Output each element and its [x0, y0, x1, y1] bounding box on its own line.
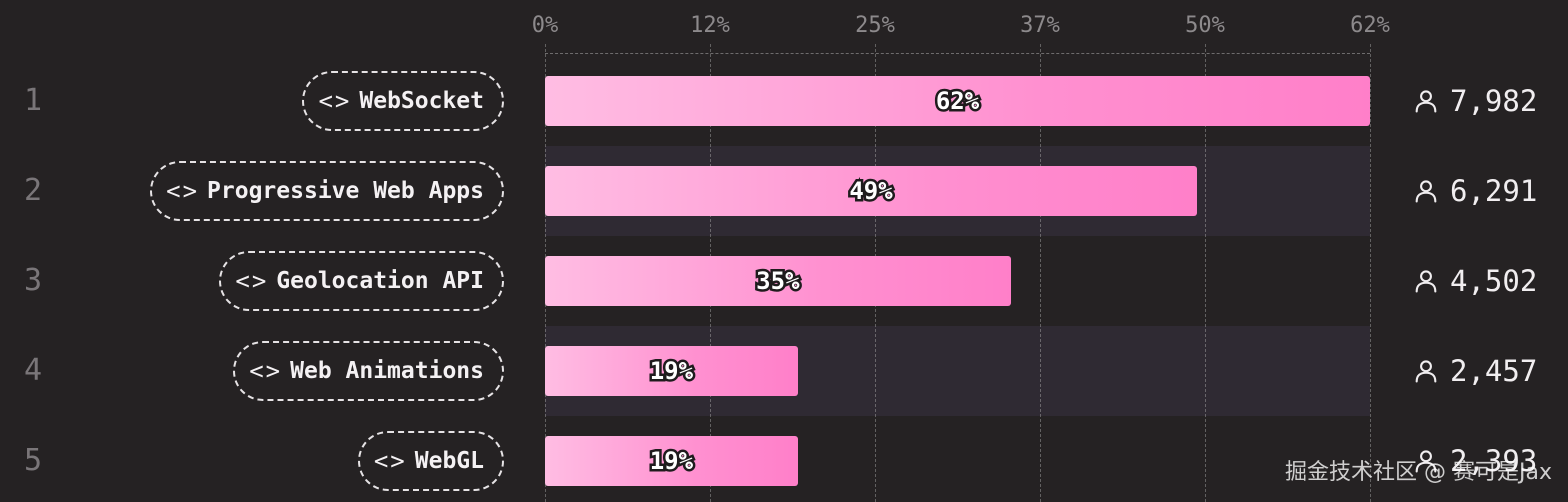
user-icon [1412, 87, 1440, 115]
bar: 19% [545, 436, 798, 486]
category-label: <> Progressive Web Apps [150, 161, 504, 221]
category-name: Progressive Web Apps [207, 178, 484, 204]
x-axis-line [545, 53, 1370, 54]
bar: 35% [545, 256, 1011, 306]
bar: 19% [545, 346, 798, 396]
x-tick-label: 0% [495, 12, 595, 40]
bar-value-label: 35% [718, 256, 838, 306]
code-brackets-icon: <> [166, 177, 199, 205]
x-tick-label: 62% [1320, 12, 1420, 40]
watermark: 掘金技术社区 @ 赛可是Jax [1285, 454, 1552, 486]
category-label: <> WebSocket [302, 71, 504, 131]
category-label: <> WebGL [358, 431, 504, 491]
row-rank: 1 [24, 81, 64, 121]
respondent-count: 2,457 [1412, 351, 1537, 391]
x-tick-label: 25% [825, 12, 925, 40]
row-rank: 3 [24, 261, 64, 301]
category-name: WebSocket [359, 88, 484, 114]
code-brackets-icon: <> [235, 267, 268, 295]
category-name: Web Animations [290, 358, 484, 384]
row-rank: 4 [24, 351, 64, 391]
user-icon [1412, 357, 1440, 385]
row-rank: 2 [24, 171, 64, 211]
row-rank: 5 [24, 441, 64, 481]
category-label: <> Web Animations [233, 341, 504, 401]
count-value: 4,502 [1450, 261, 1537, 301]
code-brackets-icon: <> [318, 87, 351, 115]
bar: 62% [545, 76, 1370, 126]
category-name: WebGL [415, 448, 484, 474]
user-icon [1412, 177, 1440, 205]
category-name: Geolocation API [276, 268, 484, 294]
respondent-count: 6,291 [1412, 171, 1537, 211]
count-value: 6,291 [1450, 171, 1537, 211]
respondent-count: 4,502 [1412, 261, 1537, 301]
bar-value-label: 19% [611, 436, 731, 486]
bar-value-label: 62% [898, 76, 1018, 126]
respondent-count: 7,982 [1412, 81, 1537, 121]
bar-value-label: 19% [611, 346, 731, 396]
x-tick-label: 12% [660, 12, 760, 40]
x-tick-label: 37% [990, 12, 1090, 40]
count-value: 7,982 [1450, 81, 1537, 121]
category-label: <> Geolocation API [219, 251, 504, 311]
code-brackets-icon: <> [249, 357, 282, 385]
bar-value-label: 49% [811, 166, 931, 216]
count-value: 2,457 [1450, 351, 1537, 391]
bar: 49% [545, 166, 1197, 216]
user-icon [1412, 267, 1440, 295]
gridline [1370, 44, 1371, 502]
x-tick-label: 50% [1155, 12, 1255, 40]
code-brackets-icon: <> [374, 447, 407, 475]
